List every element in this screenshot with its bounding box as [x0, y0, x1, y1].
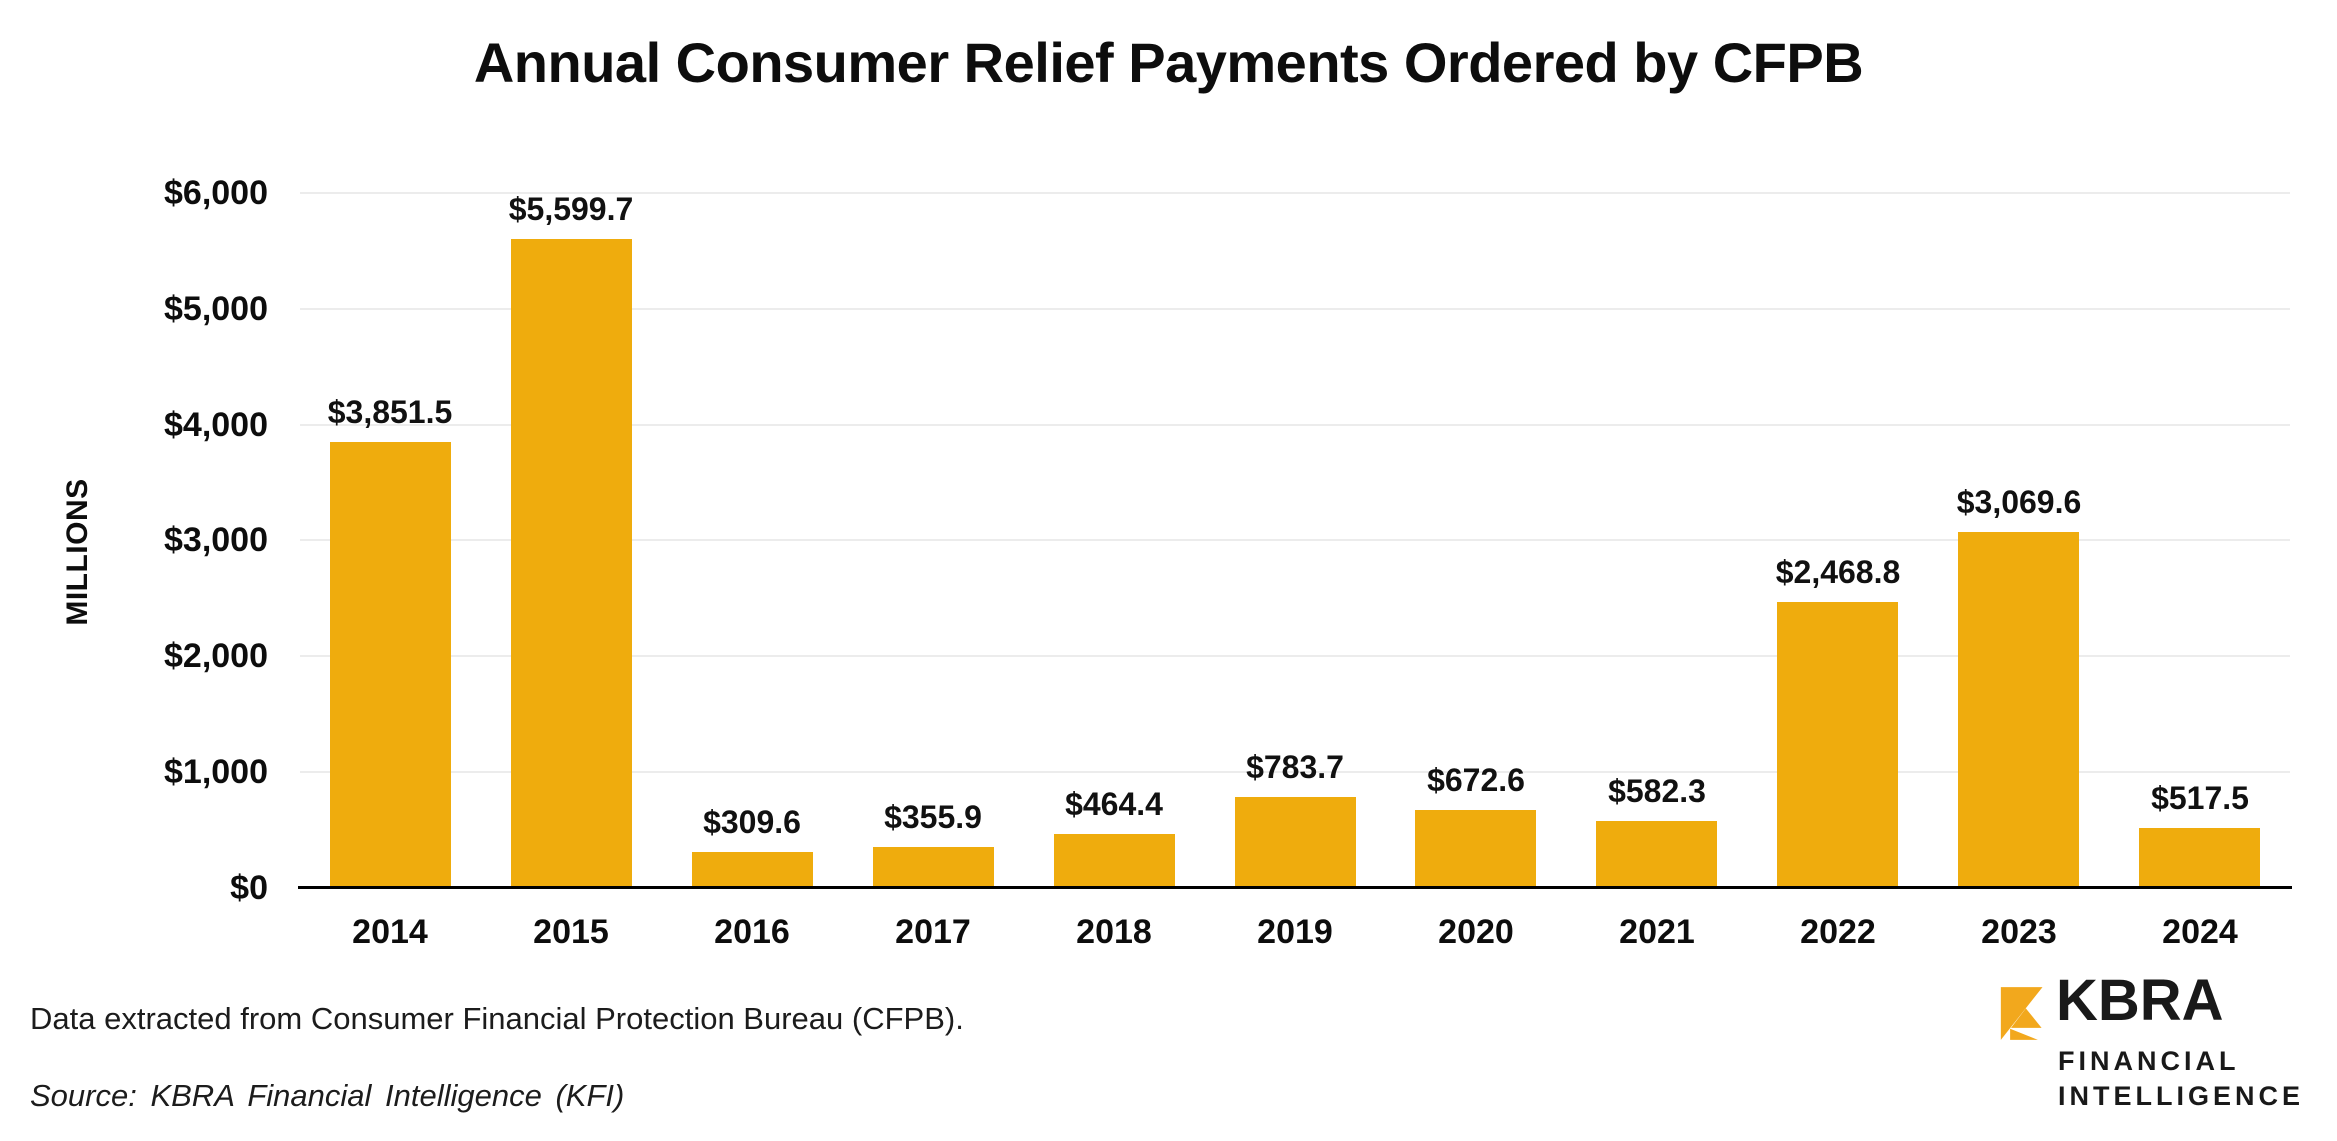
- bar-2022: [1777, 602, 1898, 888]
- gridline-2000: [300, 655, 2290, 657]
- x-axis-label-2015: 2015: [533, 913, 609, 951]
- x-axis-label-2023: 2023: [1981, 913, 2057, 951]
- gridline-5000: [300, 308, 2290, 310]
- bar-value-label-2024: $517.5: [2151, 780, 2249, 816]
- x-axis-label-2019: 2019: [1257, 913, 1333, 951]
- bar-value-label-2021: $582.3: [1608, 773, 1706, 809]
- kbra-intelligence-label: INTELLIGENCE: [2058, 1081, 2305, 1111]
- kbra-logo-icon: [2000, 987, 2043, 1040]
- gridline-4000: [300, 424, 2290, 426]
- x-axis-label-2021: 2021: [1619, 913, 1695, 951]
- bar-value-label-2019: $783.7: [1246, 749, 1344, 785]
- gridline-6000: [300, 192, 2290, 194]
- bar-2019: [1235, 797, 1356, 888]
- y-tick-label-2000: $2,000: [164, 637, 268, 675]
- x-axis-line: [298, 886, 2292, 889]
- x-axis-label-2018: 2018: [1076, 913, 1152, 951]
- y-tick-label-4000: $4,000: [164, 406, 268, 444]
- bar-value-label-2015: $5,599.7: [508, 191, 634, 227]
- bar-value-label-2022: $2,468.8: [1775, 554, 1901, 590]
- bar-2020: [1415, 810, 1536, 888]
- bar-2023: [1958, 532, 2079, 888]
- x-axis-label-2020: 2020: [1438, 913, 1514, 951]
- x-axis-label-2016: 2016: [714, 913, 790, 951]
- bar-2016: [692, 852, 813, 888]
- bar-2015: [511, 239, 632, 888]
- y-tick-label-3000: $3,000: [164, 521, 268, 559]
- y-tick-label-0: $0: [230, 869, 268, 907]
- x-axis-label-2014: 2014: [352, 913, 428, 951]
- bar-2024: [2139, 828, 2260, 888]
- bar-value-label-2014: $3,851.5: [327, 394, 453, 430]
- y-tick-label-1000: $1,000: [164, 753, 268, 791]
- source-footnote: Source: KBRA Financial Intelligence (KFI…: [30, 1078, 625, 1113]
- bar-value-label-2023: $3,069.6: [1956, 484, 2082, 520]
- data-footnote: Data extracted from Consumer Financial P…: [30, 1001, 964, 1036]
- plot-area: $3,851.5 $5,599.7 $309.6 $355.9 $464.4 $783.7…: [300, 158, 2290, 888]
- bar-2017: [873, 847, 994, 888]
- gridline-1000: [300, 771, 2290, 773]
- x-axis-label-2017: 2017: [895, 913, 971, 951]
- chart-title: Annual Consumer Relief Payments Ordered …: [473, 31, 1864, 94]
- x-axis-label-2022: 2022: [1800, 913, 1876, 951]
- y-tick-label-5000: $5,000: [164, 290, 268, 328]
- kbra-wordmark: KBRA: [2056, 968, 2224, 1033]
- bar-2021: [1596, 821, 1717, 888]
- bar-2014: [330, 442, 451, 888]
- bar-value-label-2017: $355.9: [884, 799, 982, 835]
- gridline-3000: [300, 539, 2290, 541]
- bar-value-label-2018: $464.4: [1065, 786, 1163, 822]
- y-tick-label-6000: $6,000: [164, 174, 268, 212]
- x-axis-label-2024: 2024: [2162, 913, 2238, 951]
- bar-2018: [1054, 834, 1175, 888]
- kbra-logo: KBRA FINANCIAL INTELLIGENCE: [1999, 972, 2329, 1126]
- bar-value-label-2016: $309.6: [703, 804, 801, 840]
- kbra-financial-label: FINANCIAL: [2058, 1046, 2240, 1076]
- bar-value-label-2020: $672.6: [1427, 762, 1525, 798]
